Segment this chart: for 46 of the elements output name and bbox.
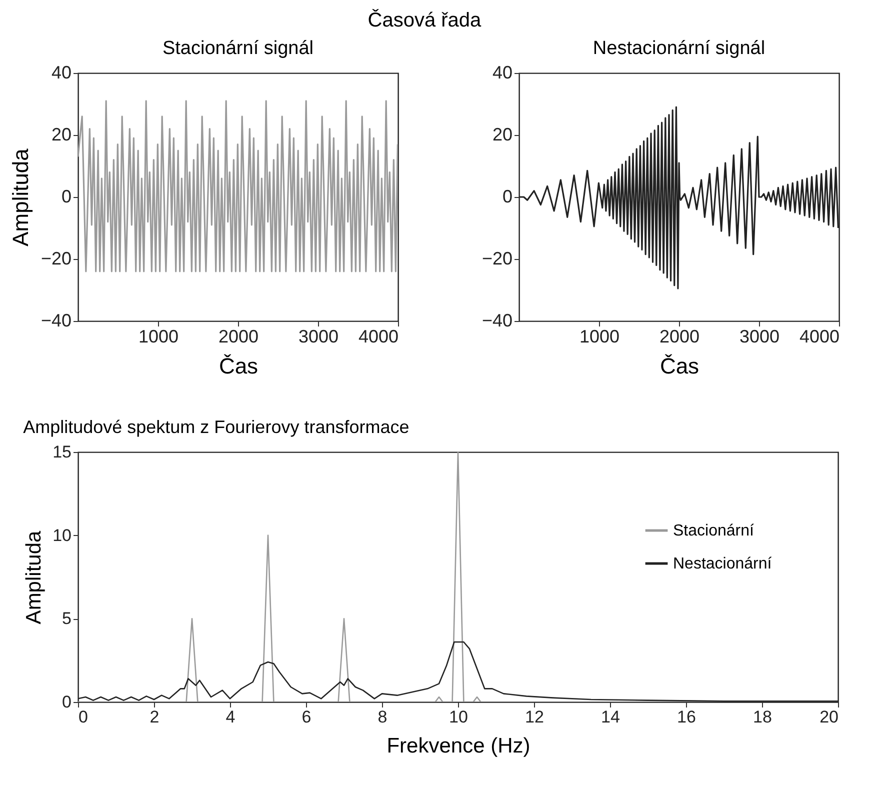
y-tick-label: 5	[62, 609, 72, 628]
chart-title: Stacionární signál	[162, 38, 314, 59]
y-tick-label: −40	[40, 310, 72, 330]
y-tick-label: −20	[40, 248, 72, 268]
text: Časová řada	[368, 8, 482, 32]
y-tick-label: 0	[62, 692, 72, 712]
x-tick-label: 16	[677, 708, 696, 726]
x-tick-label: 4000	[358, 326, 398, 346]
x-axis-title: Čas	[218, 354, 258, 378]
x-tick-label: 4000	[799, 326, 840, 346]
x-tick-label: 3000	[739, 326, 780, 346]
x-tick-label: 2000	[659, 326, 700, 346]
y-axis-title: Amplituda	[8, 148, 33, 246]
line-series	[78, 452, 838, 702]
y-tick-label: 0	[61, 186, 72, 206]
y-axis-title: Amplituda	[22, 530, 46, 624]
y-tick-label: 40	[51, 62, 72, 82]
y-tick-label: 0	[502, 186, 512, 206]
x-tick-label: 18	[753, 708, 772, 726]
x-tick-label: 12	[525, 708, 544, 726]
y-tick-label: −40	[482, 310, 512, 330]
y-tick-label: 40	[492, 62, 512, 82]
x-tick-label: 1000	[138, 326, 179, 346]
x-tick-label: 3000	[298, 326, 339, 346]
x-tick-label: 6	[302, 708, 312, 726]
y-tick-label: 10	[52, 526, 72, 545]
chart-title: Nestacionární signál	[592, 38, 766, 59]
x-tick-label: 20	[820, 708, 838, 726]
x-tick-label: 10	[449, 708, 468, 726]
x-axis-title: Čas	[660, 354, 700, 378]
x-tick-label: 2000	[218, 326, 259, 346]
y-tick-label: −20	[482, 248, 512, 268]
x-tick-label: 8	[378, 708, 388, 726]
x-tick-label: 4	[226, 708, 236, 726]
x-tick-label: 2	[150, 708, 160, 726]
x-tick-label: 14	[601, 708, 620, 726]
y-tick-label: 20	[492, 124, 512, 144]
x-tick-label: 1000	[579, 326, 620, 346]
y-tick-label: 15	[52, 442, 72, 462]
line-series	[78, 100, 398, 272]
x-axis-title: Frekvence (Hz)	[386, 734, 530, 758]
chart-title: Amplitudové spektum z Fourierovy transformace	[23, 417, 410, 437]
x-tick-label: 0	[78, 708, 88, 726]
legend-label: Stacionární	[673, 522, 754, 540]
y-tick-label: 20	[51, 124, 72, 144]
legend-label: Nestacionární	[673, 556, 772, 572]
